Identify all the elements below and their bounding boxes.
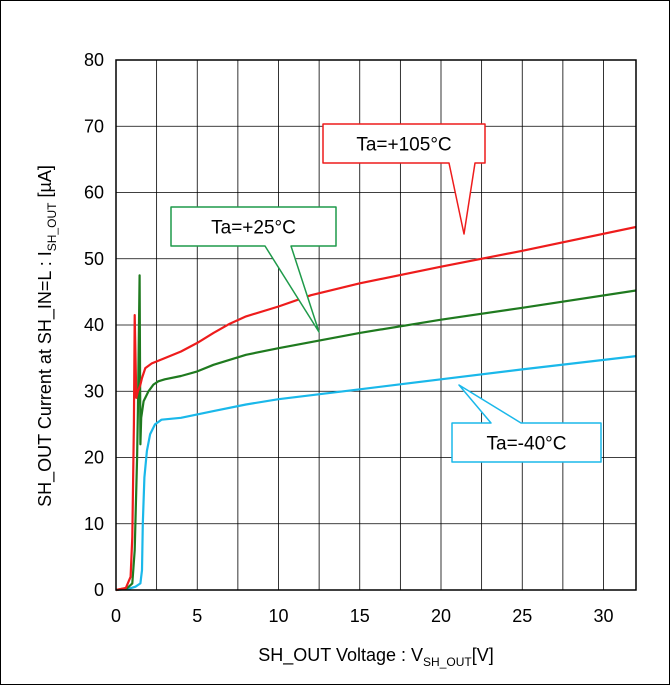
y-axis-label: SH_OUT Current at SH_IN=L : ISH_OUT [µA] xyxy=(35,165,59,507)
y-tick-label: 70 xyxy=(84,116,104,136)
y-tick-label: 50 xyxy=(84,249,104,269)
series-line xyxy=(115,225,637,592)
x-tick-labels: 0 5 10 15 20 25 30 xyxy=(111,606,614,626)
x-axis-label: SH_OUT Voltage : VSH_OUT[V] xyxy=(258,645,493,669)
y-tick-label: 10 xyxy=(84,514,104,534)
y-tick-label: 40 xyxy=(84,315,104,335)
y-tick-labels: 0 10 20 30 40 50 60 70 80 xyxy=(84,50,104,600)
annotations: Ta=+105°C Ta=+25°C Ta=-40°C xyxy=(170,123,602,463)
y-tick-label: 60 xyxy=(84,183,104,203)
x-tick-label: 25 xyxy=(512,606,532,626)
x-tick-label: 15 xyxy=(350,606,370,626)
annotation-label: Ta=+25°C xyxy=(211,218,296,239)
y-tick-label: 30 xyxy=(84,381,104,401)
series-lines xyxy=(115,225,637,592)
annotation-label: Ta=+105°C xyxy=(356,135,451,156)
annotation-callout xyxy=(451,384,602,463)
plot-border xyxy=(115,59,637,591)
y-tick-label: 80 xyxy=(84,50,104,70)
annotation-label: Ta=-40°C xyxy=(487,434,567,455)
x-tick-label: 5 xyxy=(192,606,202,626)
y-tick-label: 20 xyxy=(84,448,104,468)
series-line xyxy=(115,274,637,592)
x-tick-label: 20 xyxy=(431,606,451,626)
x-tick-label: 30 xyxy=(593,606,613,626)
annotation-callout xyxy=(170,206,337,333)
x-tick-label: 0 xyxy=(111,606,121,626)
series-line xyxy=(115,355,637,592)
annotation-callout xyxy=(322,123,486,235)
x-tick-label: 10 xyxy=(268,606,288,626)
y-tick-label: 0 xyxy=(94,580,104,600)
